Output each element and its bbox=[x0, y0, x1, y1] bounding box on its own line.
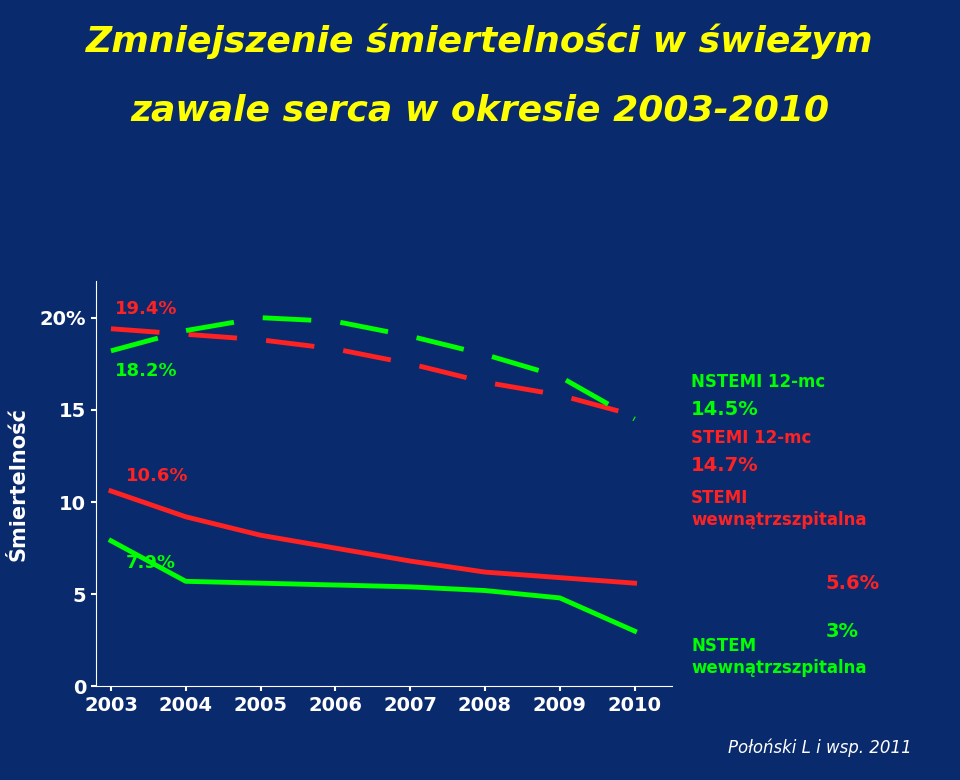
Text: zawale serca w okresie 2003-2010: zawale serca w okresie 2003-2010 bbox=[131, 94, 829, 128]
Text: NSTEMI 12-mc: NSTEMI 12-mc bbox=[691, 373, 826, 392]
Text: 7.9%: 7.9% bbox=[126, 554, 176, 572]
Text: wewnątrzszpitalna: wewnątrzszpitalna bbox=[691, 659, 867, 677]
Y-axis label: Śmiertelność: Śmiertelność bbox=[9, 406, 29, 561]
Text: 14.5%: 14.5% bbox=[691, 400, 759, 420]
Text: Zmniejszenie śmiertelności w świeżym: Zmniejszenie śmiertelności w świeżym bbox=[86, 23, 874, 59]
Text: 14.7%: 14.7% bbox=[691, 456, 758, 475]
Text: Połoński L i wsp. 2011: Połoński L i wsp. 2011 bbox=[729, 738, 912, 757]
Text: NSTEM: NSTEM bbox=[691, 636, 756, 655]
Text: 10.6%: 10.6% bbox=[126, 467, 188, 485]
Text: 18.2%: 18.2% bbox=[114, 363, 178, 381]
Text: STEMI: STEMI bbox=[691, 489, 749, 507]
Text: STEMI 12-mc: STEMI 12-mc bbox=[691, 428, 811, 446]
Text: 5.6%: 5.6% bbox=[826, 573, 879, 593]
Text: wewnątrzszpitalna: wewnątrzszpitalna bbox=[691, 512, 867, 530]
Text: 3%: 3% bbox=[826, 622, 858, 640]
Text: 19.4%: 19.4% bbox=[114, 300, 178, 317]
